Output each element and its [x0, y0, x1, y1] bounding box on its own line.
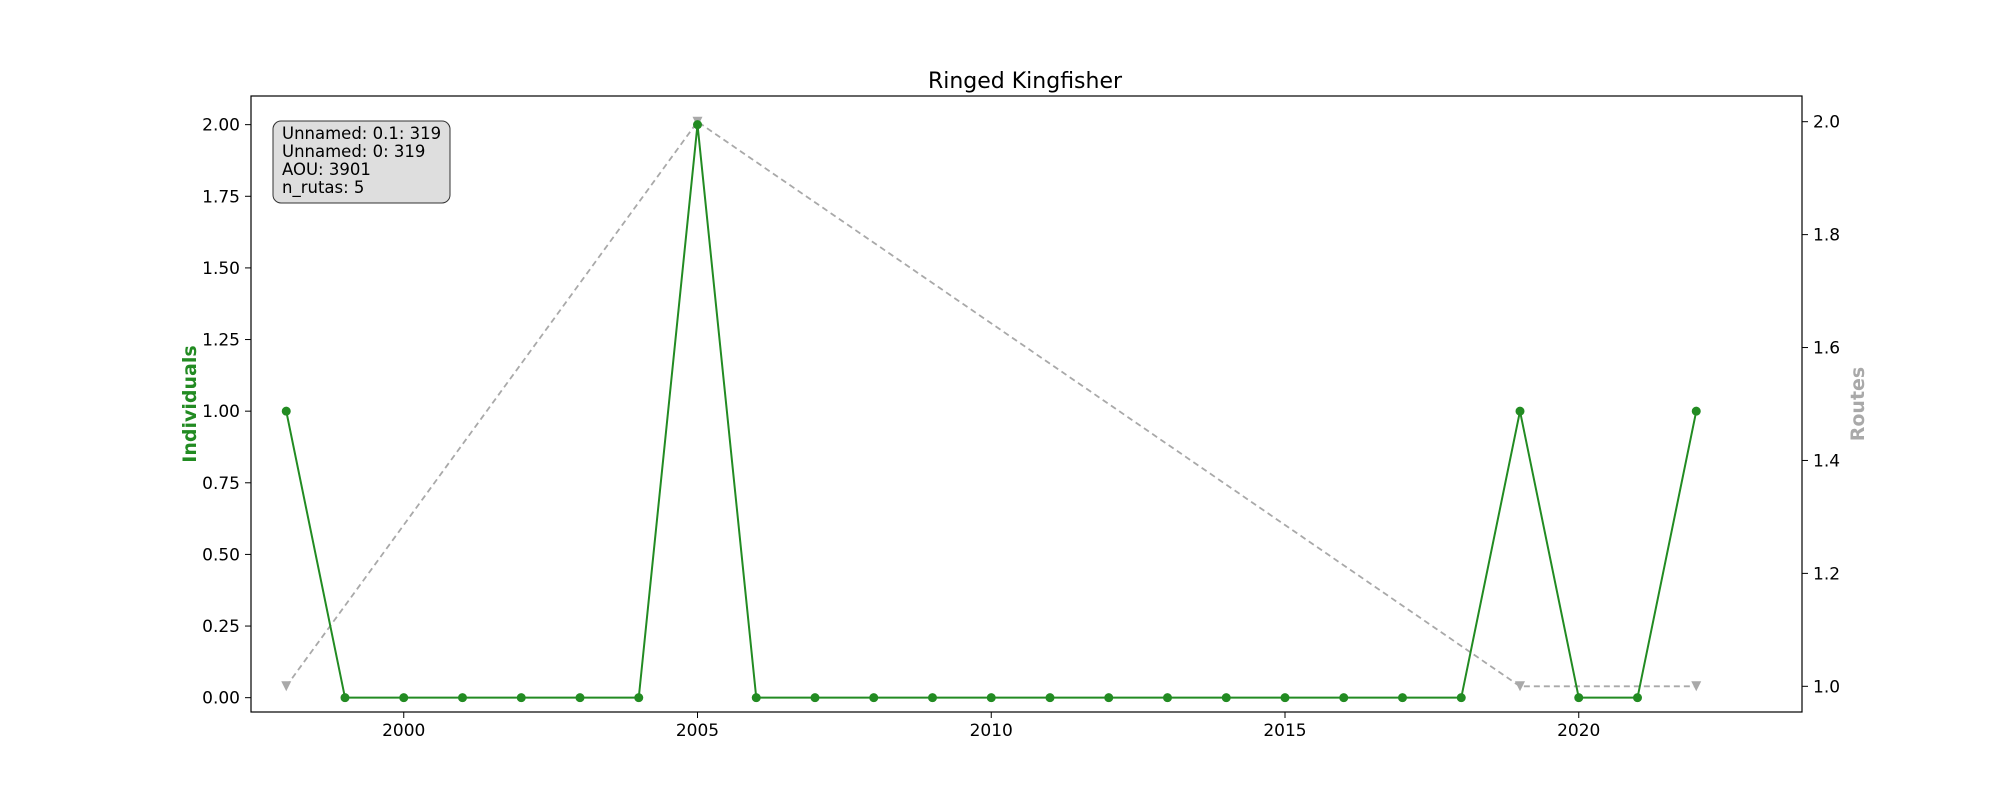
series-layer — [281, 116, 1702, 703]
individuals-point — [281, 406, 291, 416]
individuals-point — [1104, 693, 1114, 703]
plot-axes — [250, 95, 1803, 713]
left-y-tick-label: 0.25 — [202, 617, 240, 637]
left-y-tick-label: 0.50 — [202, 545, 240, 565]
individuals-point — [693, 120, 702, 130]
right-y-tick-label: 1.4 — [1813, 451, 1840, 471]
individuals-point — [516, 693, 526, 703]
individuals-point — [1574, 693, 1584, 703]
individuals-point — [1280, 693, 1290, 703]
individuals-point — [458, 693, 467, 703]
left-y-tick-label: 0.75 — [202, 474, 240, 494]
info-line-n-rutas: n_rutas: 5 — [282, 178, 364, 198]
x-tick-label: 2020 — [1557, 721, 1600, 741]
x-tick-label: 2010 — [970, 721, 1013, 741]
individuals-point — [986, 693, 996, 703]
info-box-background — [272, 120, 451, 204]
left-y-tick-label: 0.00 — [202, 689, 240, 709]
individuals-point — [340, 693, 350, 703]
individuals-point — [1045, 693, 1055, 703]
info-line-unnamed-0-1: Unnamed: 0.1: 319 — [282, 124, 441, 143]
info-box: Unnamed: 0.1: 319 Unnamed: 0: 319 AOU: 3… — [272, 120, 451, 204]
x-tick-label: 2015 — [1263, 721, 1306, 741]
plot-frame — [250, 95, 1803, 713]
left-y-tick-label: 1.25 — [202, 331, 240, 351]
individuals-point — [1691, 406, 1701, 416]
individuals-point — [1163, 693, 1172, 703]
individuals-point — [634, 693, 644, 703]
routes-point — [1691, 681, 1702, 692]
right-y-tick-label: 1.2 — [1813, 564, 1840, 584]
left-y-tick-label: 1.00 — [202, 402, 240, 422]
right-y-tick-label: 1.6 — [1813, 339, 1840, 359]
individuals-point — [575, 693, 585, 703]
info-line-aou: AOU: 3901 — [282, 160, 371, 179]
chart-title: Ringed Kingfisher — [928, 69, 1123, 94]
left-y-tick-label: 2.00 — [202, 116, 240, 136]
right-y-tick-label: 1.0 — [1813, 677, 1840, 697]
individuals-point — [1456, 693, 1466, 703]
individuals-point — [1339, 693, 1349, 703]
individuals-point — [1221, 693, 1231, 703]
individuals-point — [810, 693, 820, 703]
x-tick-label: 2005 — [676, 721, 719, 741]
individuals-point — [399, 693, 409, 703]
left-y-tick-label: 1.75 — [202, 187, 240, 207]
individuals-point — [869, 693, 879, 703]
left-y-axis-ticks: 0.00 0.25 0.50 0.75 1.00 1.25 1.50 1.75 2.00 — [202, 116, 251, 709]
info-line-unnamed-0: Unnamed: 0: 319 — [282, 142, 425, 161]
individuals-point — [928, 693, 937, 703]
routes-point — [1515, 681, 1525, 692]
x-axis-ticks: 2000 2005 2010 2015 2020 — [382, 712, 1600, 741]
left-y-axis-label: Individuals — [179, 345, 201, 462]
individuals-point — [751, 693, 761, 703]
routes-point — [281, 681, 292, 692]
individuals-point — [1398, 693, 1407, 703]
individuals-point — [1633, 693, 1642, 703]
right-y-tick-label: 2.0 — [1813, 113, 1840, 133]
right-y-tick-label: 1.8 — [1813, 226, 1840, 246]
right-y-axis-ticks: 1.0 1.2 1.4 1.6 1.8 2.0 — [1802, 113, 1840, 697]
routes-line — [285, 120, 1697, 688]
right-y-axis-label: Routes — [1847, 367, 1869, 442]
individuals-point — [1515, 406, 1525, 416]
left-y-tick-label: 1.50 — [202, 259, 240, 279]
x-tick-label: 2000 — [382, 721, 425, 741]
